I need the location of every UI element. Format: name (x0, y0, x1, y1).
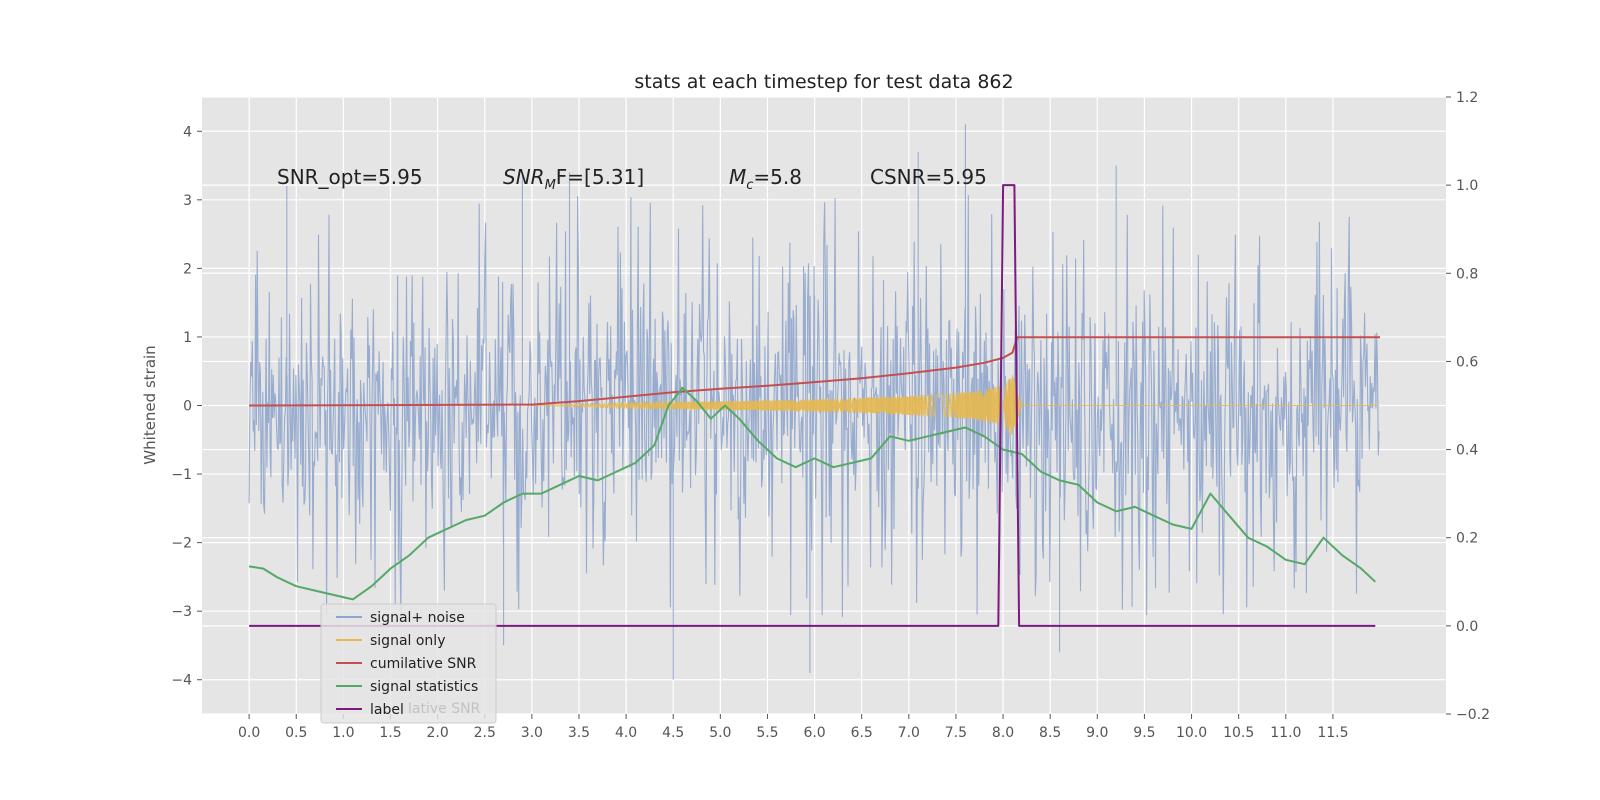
x-tick-label: 3.5 (568, 725, 590, 741)
mc-sub: c (746, 178, 753, 193)
y-tick-label-left: −2 (171, 536, 192, 552)
series-signal-only (531, 375, 1380, 435)
x-tick-label: 2.5 (474, 725, 496, 741)
x-tick-label: 2.0 (426, 725, 448, 741)
y-tick-label-right: 0.4 (1456, 443, 1478, 459)
y-tick-label-left: 4 (183, 124, 192, 140)
y-axis-right: 1.2 1.0 0.8 0.6 0.4 0.2 0.0 −0.2 (1446, 90, 1490, 723)
annotation-snr-mf: SNRMF=[5.31] (503, 165, 644, 193)
y-tick-label-right: −0.2 (1456, 707, 1490, 723)
x-tick-label: 8.5 (1039, 725, 1061, 741)
mc-tail: =5.8 (753, 165, 802, 189)
x-tick-label: 9.0 (1086, 725, 1108, 741)
x-tick-label: 3.0 (521, 725, 543, 741)
y-tick-label-right: 1.2 (1456, 90, 1478, 106)
x-tick-label: 11.5 (1317, 725, 1348, 741)
x-tick-label: 7.5 (945, 725, 967, 741)
x-tick-label: 5.0 (709, 725, 731, 741)
snr-mf-head: SNR (503, 165, 545, 189)
mc-head: M (729, 165, 746, 189)
annotation-snr-opt: SNR_opt=5.95 (277, 165, 423, 189)
y-tick-label-right: 1.0 (1456, 178, 1478, 194)
snr-mf-tail: F=[5.31] (556, 165, 644, 189)
y-axis-left: 4 3 2 1 0 −1 −2 −3 −4 (171, 124, 202, 689)
y-tick-label-left: −4 (171, 673, 192, 689)
x-tick-label: 6.0 (803, 725, 825, 741)
legend: lative SNR signal+ noise signal only cum… (320, 603, 497, 724)
x-tick-label: 1.0 (332, 725, 354, 741)
x-tick-label: 10.5 (1223, 725, 1254, 741)
x-tick-label: 1.5 (379, 725, 401, 741)
y-tick-label-right: 0.0 (1456, 619, 1478, 635)
y-tick-label-left: 3 (183, 193, 192, 209)
y-tick-label-right: 0.6 (1456, 354, 1478, 370)
y-axis-label: Whitened strain (141, 345, 159, 464)
legend-ghost-text: lative SNR (408, 701, 481, 717)
x-tick-label: 7.0 (898, 725, 920, 741)
legend-label-label: label (370, 702, 404, 718)
y-tick-label-left: 2 (183, 261, 192, 277)
series-signal-noise (248, 124, 1380, 680)
x-tick-label: 5.5 (756, 725, 778, 741)
x-tick-label: 4.5 (662, 725, 684, 741)
x-tick-label: 8.0 (992, 725, 1014, 741)
x-axis: 0.0 0.5 1.0 1.5 2.0 2.5 3.0 3.5 4.0 4.5 5.0 5.5 6.0 6… (238, 714, 1348, 741)
x-tick-label: 4.0 (615, 725, 637, 741)
y-tick-label-left: −3 (171, 604, 192, 620)
legend-label-signal: signal only (370, 633, 445, 649)
y-tick-label-left: 1 (183, 330, 192, 346)
x-tick-label: 0.0 (238, 725, 260, 741)
y-tick-label-left: 0 (183, 399, 192, 415)
x-tick-label: 0.5 (285, 725, 307, 741)
signal-trace (531, 375, 1380, 435)
y-tick-label-right: 0.8 (1456, 266, 1478, 282)
chart-title: stats at each timestep for test data 862 (634, 71, 1013, 93)
series-lines (248, 184, 1380, 627)
annotation-csnr: CSNR=5.95 (870, 165, 987, 189)
x-tick-label: 11.0 (1270, 725, 1301, 741)
noise-trace (248, 124, 1380, 680)
legend-label-stats: signal statistics (370, 679, 478, 695)
legend-box (320, 603, 497, 724)
y-tick-label-left: −1 (171, 467, 192, 483)
series-line-label (249, 184, 1376, 627)
legend-label-csnr: cumilative SNR (370, 656, 477, 672)
series-line-cumilative-snr (249, 336, 1380, 407)
snr-mf-sub: M (545, 178, 556, 193)
annotation-mc: Mc=5.8 (729, 165, 802, 193)
series-line-signal-statistics (248, 386, 1376, 601)
x-tick-label: 6.5 (851, 725, 873, 741)
x-tick-label: 10.0 (1176, 725, 1207, 741)
y-tick-label-right: 0.2 (1456, 531, 1478, 547)
x-tick-label: 9.5 (1133, 725, 1155, 741)
legend-label-noise: signal+ noise (370, 610, 465, 626)
